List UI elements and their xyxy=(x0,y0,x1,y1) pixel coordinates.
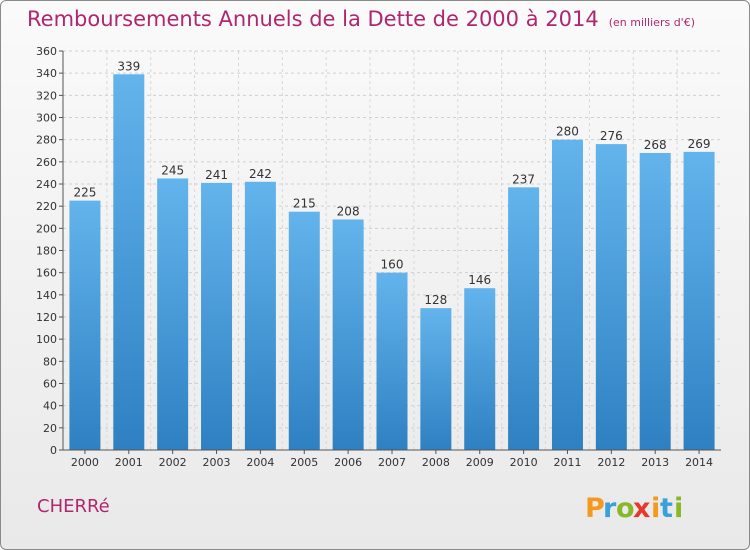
x-tick-label: 2002 xyxy=(159,456,187,469)
svg-text:t: t xyxy=(660,493,673,524)
x-tick-label: 2007 xyxy=(378,456,406,469)
y-tick-label: 120 xyxy=(36,311,57,324)
y-axis: 0 20 40 60 80 100 120 140 160 180 200 220 240 260 280 3… xyxy=(36,45,64,457)
y-tick-label: 140 xyxy=(36,289,57,302)
data-label: 146 xyxy=(468,273,491,287)
y-tick-label: 40 xyxy=(43,400,57,413)
bar-2005 xyxy=(288,211,320,450)
data-label: 237 xyxy=(512,172,535,186)
x-tick-label: 2012 xyxy=(597,456,625,469)
bar-2014 xyxy=(683,151,715,450)
x-tick-label: 2014 xyxy=(685,456,713,469)
x-tick-label: 2013 xyxy=(641,456,669,469)
x-tick-label: 2004 xyxy=(246,456,274,469)
data-label: 241 xyxy=(205,168,228,182)
proxiti-logo: P r o x i t i xyxy=(585,493,683,524)
bars: 225 339 245 241 242 215 208 160 128 146 237 280 276 2… xyxy=(69,59,715,451)
y-tick-label: 60 xyxy=(43,378,57,391)
y-tick-label: 200 xyxy=(36,222,57,235)
y-tick-label: 280 xyxy=(36,134,57,147)
x-tick-label: 2009 xyxy=(466,456,494,469)
y-tick-label: 360 xyxy=(36,45,57,58)
x-tick-label: 2011 xyxy=(553,456,581,469)
y-tick-label: 80 xyxy=(43,355,57,368)
bar-2006 xyxy=(332,219,364,450)
svg-text:P: P xyxy=(585,493,605,524)
x-axis: 2000 2001 2002 2003 2004 2005 2006 2007 2008 2009… xyxy=(63,449,721,469)
y-tick-label: 180 xyxy=(36,245,57,258)
y-tick-label: 340 xyxy=(36,67,57,80)
y-tick-label: 20 xyxy=(43,422,57,435)
x-tick-label: 2001 xyxy=(115,456,143,469)
chart-title: Remboursements Annuels de la Dette de 20… xyxy=(27,7,695,31)
data-label: 225 xyxy=(73,186,96,200)
x-tick-label: 2000 xyxy=(71,456,99,469)
x-tick-label: 2008 xyxy=(422,456,450,469)
y-tick-label: 240 xyxy=(36,178,57,191)
chart-unit: (en milliers d'€) xyxy=(608,16,695,29)
svg-text:i: i xyxy=(674,493,683,524)
data-label: 276 xyxy=(600,129,623,143)
bar-2004 xyxy=(244,181,276,451)
y-tick-label: 320 xyxy=(36,89,57,102)
bar-2007 xyxy=(376,272,408,450)
y-tick-label: 300 xyxy=(36,112,57,125)
data-label: 339 xyxy=(117,59,140,73)
commune-name: CHERRé xyxy=(37,496,110,517)
data-label: 208 xyxy=(337,204,360,218)
data-label: 245 xyxy=(161,163,184,177)
bar-2009 xyxy=(464,288,496,450)
data-label: 215 xyxy=(293,197,316,211)
bar-2001 xyxy=(113,74,145,451)
data-label: 269 xyxy=(688,137,711,151)
data-label: 160 xyxy=(381,258,404,272)
data-label: 268 xyxy=(644,138,667,152)
bar-2012 xyxy=(595,144,627,450)
y-tick-label: 0 xyxy=(50,444,57,457)
bar-2008 xyxy=(420,308,452,450)
data-label: 242 xyxy=(249,167,272,181)
bar-2013 xyxy=(639,152,671,450)
x-tick-label: 2003 xyxy=(203,456,231,469)
data-label: 280 xyxy=(556,125,579,139)
bar-2000 xyxy=(69,200,101,450)
svg-text:i: i xyxy=(651,493,660,524)
x-tick-label: 2006 xyxy=(334,456,362,469)
svg-text:x: x xyxy=(633,493,650,524)
x-tick-label: 2010 xyxy=(510,456,538,469)
y-tick-label: 100 xyxy=(36,333,57,346)
y-tick-label: 260 xyxy=(36,156,57,169)
svg-text:r: r xyxy=(603,493,617,524)
chart-title-text: Remboursements Annuels de la Dette de 20… xyxy=(27,7,599,31)
bar-2011 xyxy=(551,139,583,450)
x-tick-label: 2005 xyxy=(290,456,318,469)
y-tick-label: 160 xyxy=(36,267,57,280)
svg-text:o: o xyxy=(616,493,635,524)
data-label: 128 xyxy=(424,293,447,307)
bar-2003 xyxy=(201,182,233,450)
y-tick-label: 220 xyxy=(36,200,57,213)
bar-2010 xyxy=(508,187,540,450)
bar-2002 xyxy=(157,178,189,451)
